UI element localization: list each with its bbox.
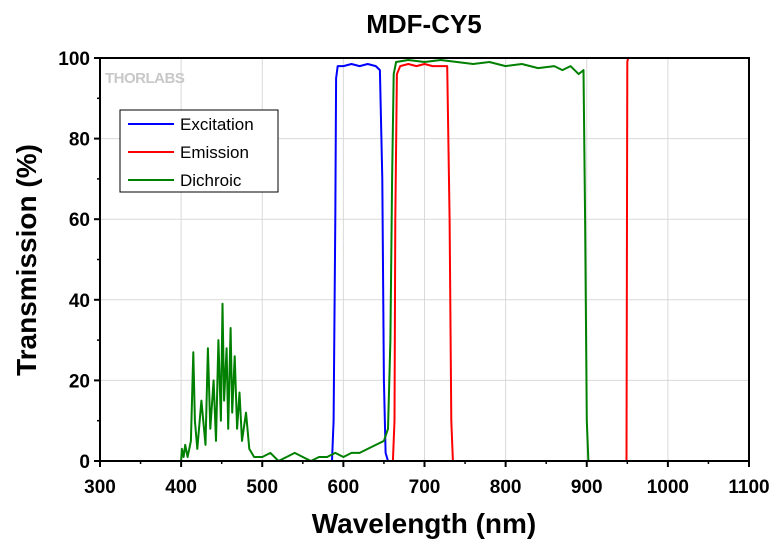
series-line-excitation <box>100 63 749 462</box>
y-tick-label: 60 <box>69 210 90 231</box>
x-tick-label: 500 <box>246 477 278 498</box>
y-tick-label: 0 <box>79 452 90 473</box>
x-tick-label: 700 <box>409 477 441 498</box>
legend-label-emission: Emission <box>180 143 249 162</box>
legend-label-excitation: Excitation <box>180 115 254 134</box>
y-tick-label: 80 <box>69 130 90 151</box>
y-tick-label: 20 <box>69 371 90 392</box>
chart-title: MDF-CY5 <box>366 9 482 39</box>
legend: Excitation Emission Dichroic <box>119 109 279 193</box>
x-tick-label: 1000 <box>647 477 689 498</box>
legend-label-dichroic: Dichroic <box>180 171 242 190</box>
x-axis-title: Wavelength (nm) <box>312 508 537 539</box>
ticks: 300 400 500 600 700 800 900 1000 1100 0 20 40 60 80 10… <box>58 49 769 498</box>
x-tick-label: 900 <box>571 477 603 498</box>
x-tick-label: 1100 <box>728 477 769 498</box>
x-tick-label: 800 <box>490 477 522 498</box>
x-tick-label: 600 <box>328 477 360 498</box>
y-tick-label: 40 <box>69 291 90 312</box>
series-line-dichroic <box>100 59 749 462</box>
y-tick-label: 100 <box>58 49 90 70</box>
y-axis-title: Transmission (%) <box>11 144 42 376</box>
x-tick-label: 300 <box>84 477 116 498</box>
logo: THORLABS <box>105 70 185 87</box>
x-tick-label: 400 <box>165 477 197 498</box>
